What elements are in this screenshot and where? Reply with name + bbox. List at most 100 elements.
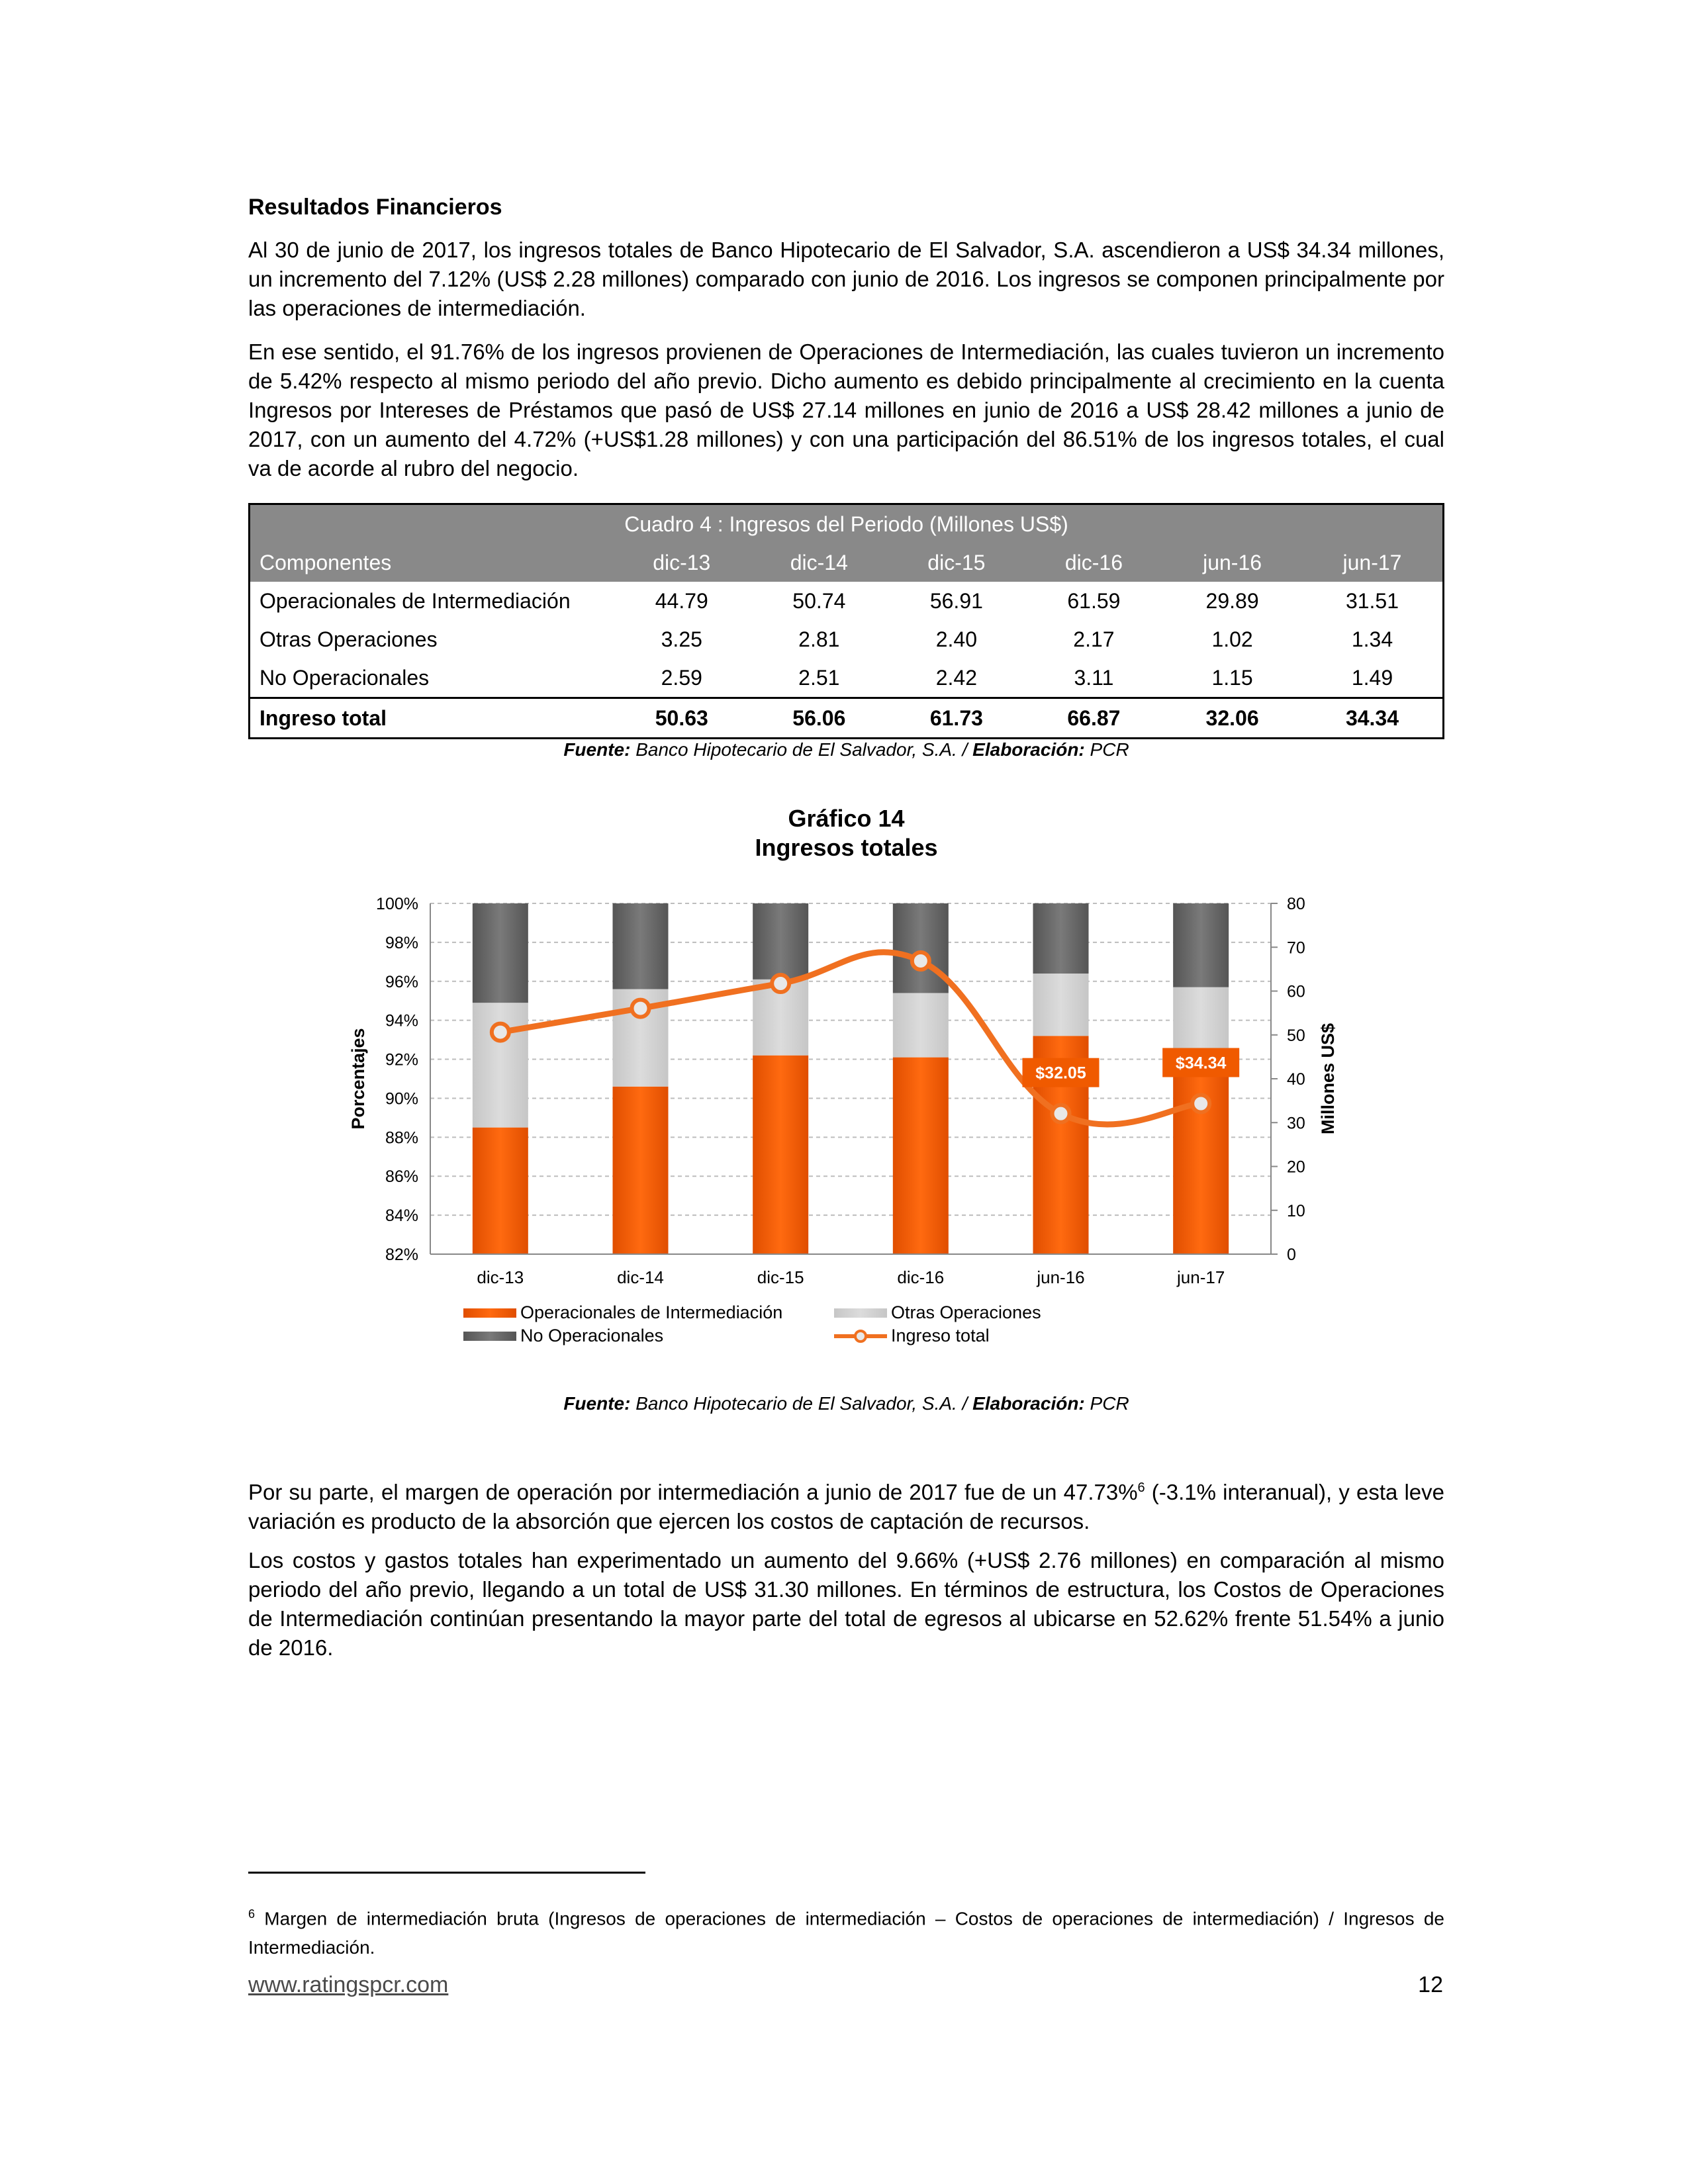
line-layer: $32.05 $34.34 (489, 949, 1240, 1128)
chart-source: Fuente: Banco Hipotecario de El Salvador… (248, 1393, 1444, 1414)
x-tick-label: jun-16 (1036, 1267, 1084, 1287)
axes: 100% 98% 96% 94% 92% 90% 88% 86% 84% 82% 80 70 60 50 4… (348, 895, 1338, 1287)
table-cell: 56.06 (750, 697, 888, 739)
table-header: dic-13 (613, 543, 751, 582)
y-tick-label: 82% (385, 1246, 418, 1264)
line-point (1050, 1103, 1072, 1124)
legend-swatch (463, 1308, 516, 1318)
source-label: Fuente: (563, 739, 631, 760)
table-cell: 32.06 (1162, 697, 1302, 739)
data-label-box (1022, 1058, 1100, 1087)
y-axis-title: Porcentajes (348, 1028, 368, 1129)
y2-tick-label: 80 (1287, 895, 1305, 913)
table-cell: 1.34 (1351, 627, 1393, 651)
bar-segment (753, 1055, 809, 1254)
table-cell: 29.89 (1205, 588, 1259, 613)
y-tick-label: 98% (385, 934, 418, 952)
table-cell: 1.02 (1211, 627, 1253, 651)
table-cell: Ingreso total (249, 697, 613, 739)
y-tick-label: 92% (385, 1051, 418, 1069)
footnote: 6 Margen de intermediación bruta (Ingres… (248, 1899, 1444, 1962)
legend-label: No Operacionales (520, 1326, 663, 1345)
paragraph-1: Al 30 de junio de 2017, los ingresos tot… (248, 238, 1444, 320)
legend-label: Ingreso total (891, 1326, 990, 1345)
table-cell: 2.40 (935, 627, 977, 651)
table-cell: 31.51 (1345, 588, 1399, 613)
y2-tick-label: 0 (1287, 1246, 1296, 1264)
table-caption: Cuadro 4 : Ingresos del Periodo (Millone… (248, 503, 1444, 543)
bar-segment (472, 1003, 528, 1128)
table-cell: 2.17 (1073, 627, 1115, 651)
table-header: Componentes (249, 543, 613, 582)
x-tick-label: dic-14 (617, 1267, 664, 1287)
table-cell: 34.34 (1301, 697, 1444, 739)
table-row: No Operacionales 2.59 2.51 2.42 3.11 1.1… (250, 659, 1444, 698)
data-label: $34.34 (1176, 1054, 1227, 1072)
y-tick-label: 86% (385, 1167, 418, 1186)
line-point (630, 997, 651, 1019)
table-cell: 2.81 (798, 627, 840, 651)
bar-segment (612, 1086, 669, 1254)
x-tick-label: jun-17 (1176, 1267, 1225, 1287)
paragraph-3-text: Por su parte, el margen de operación por… (248, 1480, 1138, 1504)
table-row: Otras Operaciones 3.25 2.81 2.40 2.17 1.… (250, 620, 1444, 659)
bar-segment (892, 1057, 949, 1254)
page-number: 12 (1418, 1972, 1443, 1997)
bar-segment (1173, 903, 1229, 987)
x-tick-label: dic-15 (757, 1267, 804, 1287)
income-table: Cuadro 4 : Ingresos del Periodo (Millone… (248, 503, 1444, 739)
y-tick-label: 94% (385, 1012, 418, 1030)
y2-tick-label: 50 (1287, 1026, 1305, 1045)
footnote-text: Margen de intermediación bruta (Ingresos… (248, 1908, 1444, 1958)
table-header: jun-17 (1301, 543, 1444, 582)
table-cell: 56.91 (929, 588, 983, 613)
source-label: Fuente: (563, 1393, 631, 1414)
y2-axis-title: Millones US$ (1318, 1023, 1338, 1134)
table-header: jun-16 (1162, 543, 1302, 582)
data-label: $32.05 (1035, 1064, 1086, 1083)
table-source: Fuente: Banco Hipotecario de El Salvador… (248, 739, 1444, 760)
bar-segment (1033, 903, 1089, 974)
table-cell: 44.79 (655, 588, 708, 613)
footnote-divider (248, 1872, 645, 1874)
chart-title-line1: Gráfico 14 (788, 805, 905, 832)
table-cell: 1.49 (1351, 665, 1393, 690)
y2-tick-label: 30 (1287, 1114, 1305, 1132)
elaboration-text: PCR (1084, 739, 1129, 760)
y2-tick-label: 20 (1287, 1158, 1305, 1177)
x-tick-label: dic-16 (897, 1267, 944, 1287)
y2-tick-label: 60 (1287, 983, 1305, 1001)
legend-marker (854, 1330, 867, 1343)
section-heading: Resultados Financieros (248, 195, 502, 220)
y-tick-label: 100% (376, 895, 418, 913)
table-cell: 61.59 (1067, 588, 1121, 613)
chart-title-line2: Ingresos totales (755, 834, 938, 861)
table-cell: 50.74 (792, 588, 846, 613)
elaboration-label: Elaboración: (972, 1393, 1085, 1414)
table-total-row: Ingreso total 50.63 56.06 61.73 66.87 32… (249, 697, 1444, 739)
y-tick-label: 96% (385, 973, 418, 991)
website-link[interactable]: www.ratingspcr.com (248, 1972, 449, 1997)
bar-segment (753, 903, 809, 979)
y2-tick-label: 70 (1287, 938, 1305, 957)
source-text: Banco Hipotecario de El Salvador, S.A. / (630, 739, 973, 760)
y-tick-label: 88% (385, 1128, 418, 1147)
bar-segment (892, 993, 949, 1058)
line-point (910, 950, 931, 972)
line-point (489, 1021, 511, 1043)
elaboration-label: Elaboración: (972, 739, 1085, 760)
table-cell: Operacionales de Intermediación (259, 588, 571, 613)
bar-segment (472, 903, 528, 1003)
y-tick-label: 84% (385, 1206, 418, 1225)
income-chart: 100% 98% 96% 94% 92% 90% 88% 86% 84% 82% 80 70 60 50 4… (348, 895, 1338, 1345)
y2-tick-label: 40 (1287, 1070, 1305, 1089)
y-tick-label: 90% (385, 1089, 418, 1108)
table-cell: 1.15 (1211, 665, 1253, 690)
table-header: dic-14 (750, 543, 888, 582)
legend-label: Otras Operaciones (891, 1302, 1041, 1322)
line-point (1190, 1093, 1212, 1115)
paragraph-3: Por su parte, el margen de operación por… (248, 1473, 1444, 1536)
y2-tick-label: 10 (1287, 1202, 1305, 1220)
bar-segment (1173, 1063, 1229, 1254)
legend-label: Operacionales de Intermediación (520, 1302, 782, 1322)
